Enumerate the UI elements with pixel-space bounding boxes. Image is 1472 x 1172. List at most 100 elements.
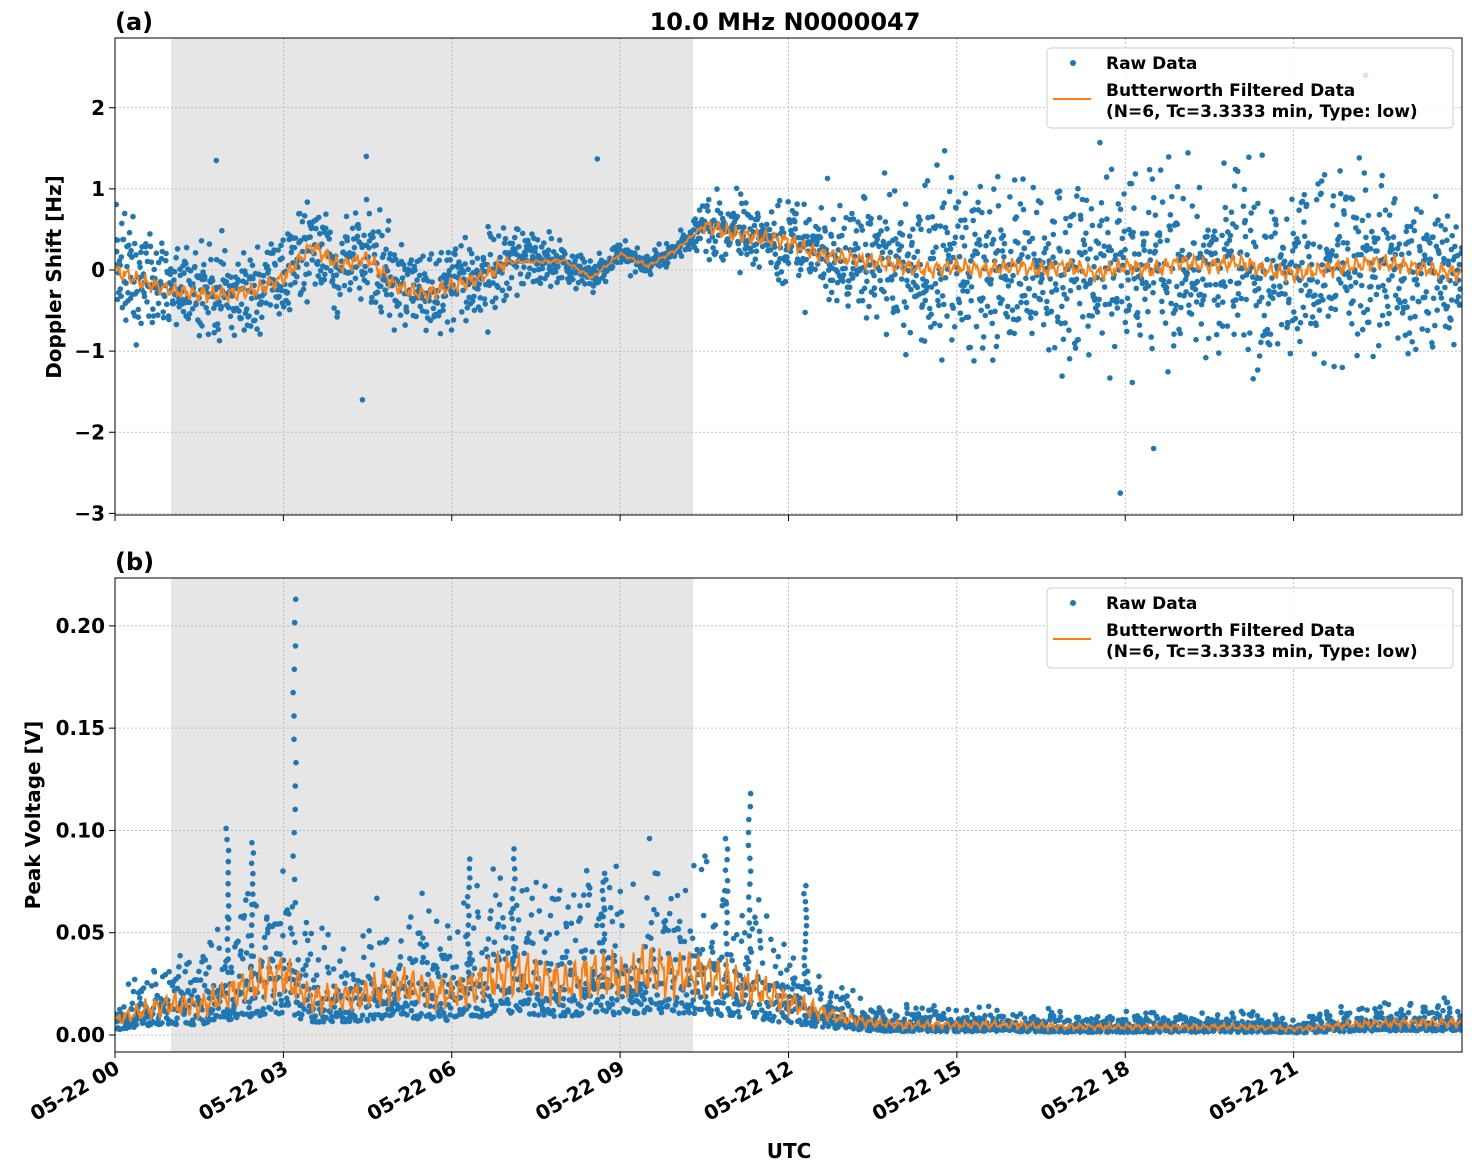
raw-data-point	[1149, 176, 1156, 182]
raw-data-point	[1405, 350, 1411, 357]
raw-data-point	[199, 300, 206, 307]
raw-data-point	[1227, 232, 1234, 239]
raw-data-point	[420, 253, 426, 259]
raw-data-point	[1021, 245, 1028, 251]
raw-data-point	[397, 312, 404, 319]
raw-data-point	[559, 274, 565, 281]
raw-data-point	[1023, 299, 1030, 306]
raw-data-point	[1204, 233, 1210, 240]
raw-data-point	[372, 299, 379, 306]
raw-data-point	[905, 268, 912, 274]
raw-data-point	[119, 220, 125, 227]
raw-data-point	[642, 989, 649, 996]
raw-data-point	[1316, 307, 1323, 314]
raw-data-point	[657, 263, 663, 269]
raw-data-point	[474, 882, 480, 889]
raw-data-point	[1089, 313, 1095, 319]
raw-data-point	[1121, 191, 1127, 197]
raw-data-point	[768, 259, 774, 266]
raw-data-point	[1372, 274, 1378, 281]
raw-data-point	[499, 287, 506, 294]
raw-data-point	[1208, 1017, 1215, 1023]
raw-data-point	[1062, 320, 1068, 326]
raw-data-point	[1220, 299, 1226, 306]
raw-data-point	[1040, 289, 1046, 296]
raw-data-point	[618, 909, 624, 915]
raw-data-point	[903, 351, 909, 358]
raw-data-point	[1031, 251, 1037, 257]
raw-data-point	[1444, 303, 1451, 310]
raw-data-point	[806, 216, 812, 223]
raw-data-point	[302, 930, 308, 937]
raw-data-point	[1452, 243, 1458, 250]
raw-data-point	[1272, 1012, 1279, 1018]
raw-data-point	[720, 257, 726, 263]
raw-data-point	[1313, 196, 1320, 203]
raw-data-point	[1062, 229, 1069, 236]
raw-data-point	[1292, 315, 1299, 322]
raw-data-point	[393, 256, 399, 263]
raw-data-point	[556, 237, 563, 243]
raw-data-point	[135, 314, 142, 321]
raw-data-point	[1212, 250, 1218, 256]
raw-data-point	[941, 200, 947, 206]
raw-data-point	[137, 995, 143, 1001]
raw-data-point	[877, 277, 883, 284]
raw-data-point	[1386, 277, 1392, 283]
raw-data-point	[964, 279, 970, 286]
raw-data-point	[1125, 307, 1132, 313]
raw-data-point	[875, 232, 882, 238]
raw-data-point	[665, 927, 672, 934]
raw-data-point	[177, 952, 183, 959]
raw-data-point	[1213, 331, 1220, 338]
raw-data-point	[1167, 227, 1174, 233]
raw-data-point	[859, 297, 866, 304]
raw-data-point	[712, 238, 719, 245]
raw-data-point	[352, 275, 359, 282]
raw-data-point	[228, 964, 234, 971]
raw-data-point	[280, 932, 286, 939]
raw-data-point	[216, 945, 222, 951]
raw-data-point	[572, 258, 578, 264]
raw-data-point	[1200, 276, 1206, 283]
raw-data-point	[1361, 170, 1368, 176]
raw-data-point	[268, 1006, 274, 1012]
raw-data-point	[1018, 299, 1024, 306]
raw-data-point	[913, 1005, 919, 1011]
raw-data-point	[1268, 234, 1275, 240]
raw-data-point	[1075, 336, 1081, 343]
raw-data-point	[913, 272, 919, 279]
raw-data-point	[737, 191, 744, 197]
raw-data-point	[262, 944, 269, 951]
raw-data-point	[1389, 246, 1396, 253]
raw-data-point	[462, 261, 468, 267]
raw-data-point	[815, 226, 822, 232]
raw-data-point	[926, 228, 932, 234]
raw-data-point	[142, 1015, 149, 1021]
raw-data-point	[842, 245, 849, 251]
raw-data-point	[260, 272, 267, 279]
raw-data-point	[337, 958, 343, 964]
raw-data-point	[960, 288, 966, 294]
raw-data-point	[1045, 241, 1052, 247]
raw-data-point	[1048, 308, 1055, 315]
raw-data-point	[796, 1017, 803, 1023]
raw-data-point	[1031, 292, 1038, 299]
raw-data-point	[262, 1011, 268, 1017]
raw-data-point	[440, 307, 446, 314]
raw-data-point	[1261, 312, 1268, 319]
raw-data-point	[883, 244, 889, 250]
raw-data-point	[834, 279, 841, 286]
raw-data-point	[209, 278, 216, 284]
raw-data-point	[1044, 298, 1050, 305]
raw-data-point	[463, 317, 469, 324]
raw-data-point	[894, 1013, 900, 1019]
raw-data-point	[1254, 367, 1261, 373]
raw-data-point	[1243, 296, 1249, 303]
raw-data-point	[341, 282, 348, 289]
raw-data-point	[370, 234, 376, 241]
raw-data-point	[647, 271, 654, 278]
raw-data-point	[1147, 257, 1154, 263]
raw-data-point	[1142, 296, 1148, 303]
raw-data-point	[1321, 360, 1327, 366]
